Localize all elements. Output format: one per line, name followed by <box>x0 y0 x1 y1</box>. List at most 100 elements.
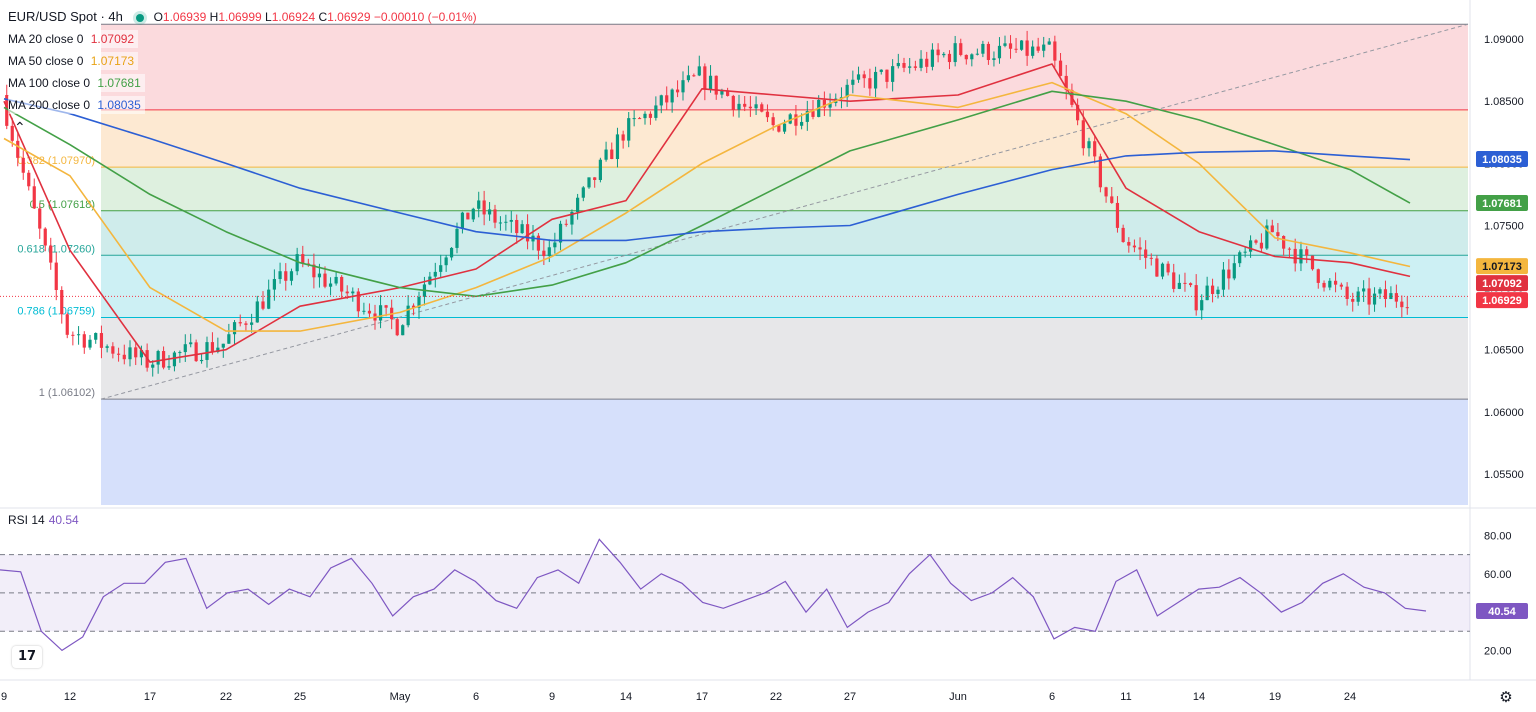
gear-icon[interactable]: ⚙ <box>1499 689 1513 706</box>
candle-body <box>323 273 327 287</box>
candle-body <box>675 89 680 93</box>
candle-body <box>754 104 758 109</box>
candle-body <box>1098 156 1102 188</box>
candle-body <box>986 43 991 61</box>
time-tick-label: 19 <box>1269 691 1281 703</box>
candle-body <box>777 125 781 132</box>
candle-body <box>498 222 503 224</box>
ma200-label: MA 200 close 0 <box>8 98 91 112</box>
candle-body <box>862 74 866 79</box>
candle-body <box>1210 285 1215 294</box>
candle-body <box>610 149 614 160</box>
candle-body <box>621 134 625 141</box>
close-value: 1.06929 <box>327 10 371 24</box>
time-tick-label: 9 <box>549 691 555 703</box>
candle-body <box>509 219 513 222</box>
symbol-title[interactable]: EUR/USD Spot · 4h <box>8 9 123 24</box>
candle-body <box>49 245 53 263</box>
tradingview-logo-icon[interactable]: 17 <box>12 646 42 668</box>
candle-body <box>593 177 597 180</box>
fibonacci-levels: 0.382 (1.07970) 0.5 (1.07618) 0.618 (1.072… <box>17 23 1468 400</box>
candle-body <box>1383 289 1388 300</box>
moving-average-line <box>3 90 1411 298</box>
candle-body <box>1254 240 1258 243</box>
candle-body <box>1042 44 1046 51</box>
fib-zone <box>101 24 1468 110</box>
candle-body <box>1389 293 1393 300</box>
candle-body <box>800 121 804 126</box>
candle-body <box>1155 258 1159 277</box>
candle-body <box>1400 301 1404 308</box>
time-axis: 9 12 17 22 25 May 6 9 14 17 22 27 Jun 6 11 14 19 24 <box>0 679 1536 703</box>
fib-zone <box>101 317 1468 400</box>
candle-body <box>992 58 996 61</box>
price-label-badge <box>1476 275 1528 292</box>
candle-body <box>367 310 372 314</box>
candle-body <box>312 264 316 278</box>
rsi-legend[interactable]: RSI 14 40.54 <box>8 513 79 527</box>
time-tick-label: 17 <box>696 691 708 703</box>
candle-body <box>947 53 952 63</box>
candle-body <box>433 271 437 277</box>
candle-body <box>244 323 248 325</box>
time-tick-label: 27 <box>844 691 856 703</box>
candle-body <box>199 359 204 362</box>
candle-body <box>908 66 912 68</box>
candle-body <box>515 219 519 234</box>
ma50-legend[interactable]: MA 50 close 0 1.07173 <box>8 52 139 70</box>
candle-body <box>654 105 658 118</box>
candle-body <box>953 43 957 63</box>
candle-body <box>648 113 653 118</box>
candle-body <box>289 271 294 281</box>
candle-body <box>1183 282 1187 284</box>
candle-body <box>449 247 454 258</box>
trend-line <box>100 23 1469 400</box>
candle-body <box>782 123 787 132</box>
candle-body <box>547 247 551 257</box>
candle-body <box>60 289 64 315</box>
candle-body <box>439 265 443 272</box>
candle-body <box>1328 280 1332 288</box>
candle-body <box>406 305 410 326</box>
moving-average-line <box>3 63 1411 363</box>
time-tick-label: May <box>390 691 411 703</box>
ma100-legend[interactable]: MA 100 close 0 1.07681 <box>8 74 145 92</box>
candle-body <box>1227 269 1231 279</box>
candle-body <box>54 262 58 290</box>
candle-body <box>1093 141 1097 157</box>
candle-body <box>178 352 182 354</box>
candle-body <box>340 276 344 292</box>
candle-body <box>16 140 20 158</box>
candle-body <box>1144 249 1148 258</box>
ma200-legend[interactable]: MA 200 close 0 1.08035 <box>8 96 145 114</box>
candle-body <box>5 95 9 126</box>
high-value: 1.06999 <box>218 10 262 24</box>
candle-body <box>925 58 929 67</box>
candle-body <box>1270 225 1274 233</box>
candle-body <box>1259 242 1264 249</box>
candle-body <box>805 111 809 122</box>
candle-body <box>1293 248 1297 264</box>
candle-body <box>771 117 775 126</box>
candle-body <box>1081 120 1085 149</box>
candle-body <box>598 159 602 180</box>
candle-body <box>10 125 14 141</box>
candle-body <box>587 177 591 188</box>
candle-body <box>553 242 557 248</box>
low-value: 1.06924 <box>271 10 316 24</box>
open-value: 1.06939 <box>162 10 207 24</box>
candle-body <box>232 322 237 335</box>
collapse-legend-button[interactable]: ⌃ <box>14 118 30 136</box>
rsi-tick-label: 80.00 <box>1484 530 1512 542</box>
candle-body <box>930 49 935 67</box>
candle-body <box>981 43 985 54</box>
candle-body <box>250 322 254 325</box>
ma20-legend[interactable]: MA 20 close 0 1.07092 <box>8 30 139 48</box>
price-label-text: 1.07092 <box>1482 278 1522 290</box>
candle-body <box>856 74 861 80</box>
candle-body <box>1053 41 1057 61</box>
rsi-legend-value: 40.54 <box>48 513 79 527</box>
candle-body <box>975 53 979 55</box>
